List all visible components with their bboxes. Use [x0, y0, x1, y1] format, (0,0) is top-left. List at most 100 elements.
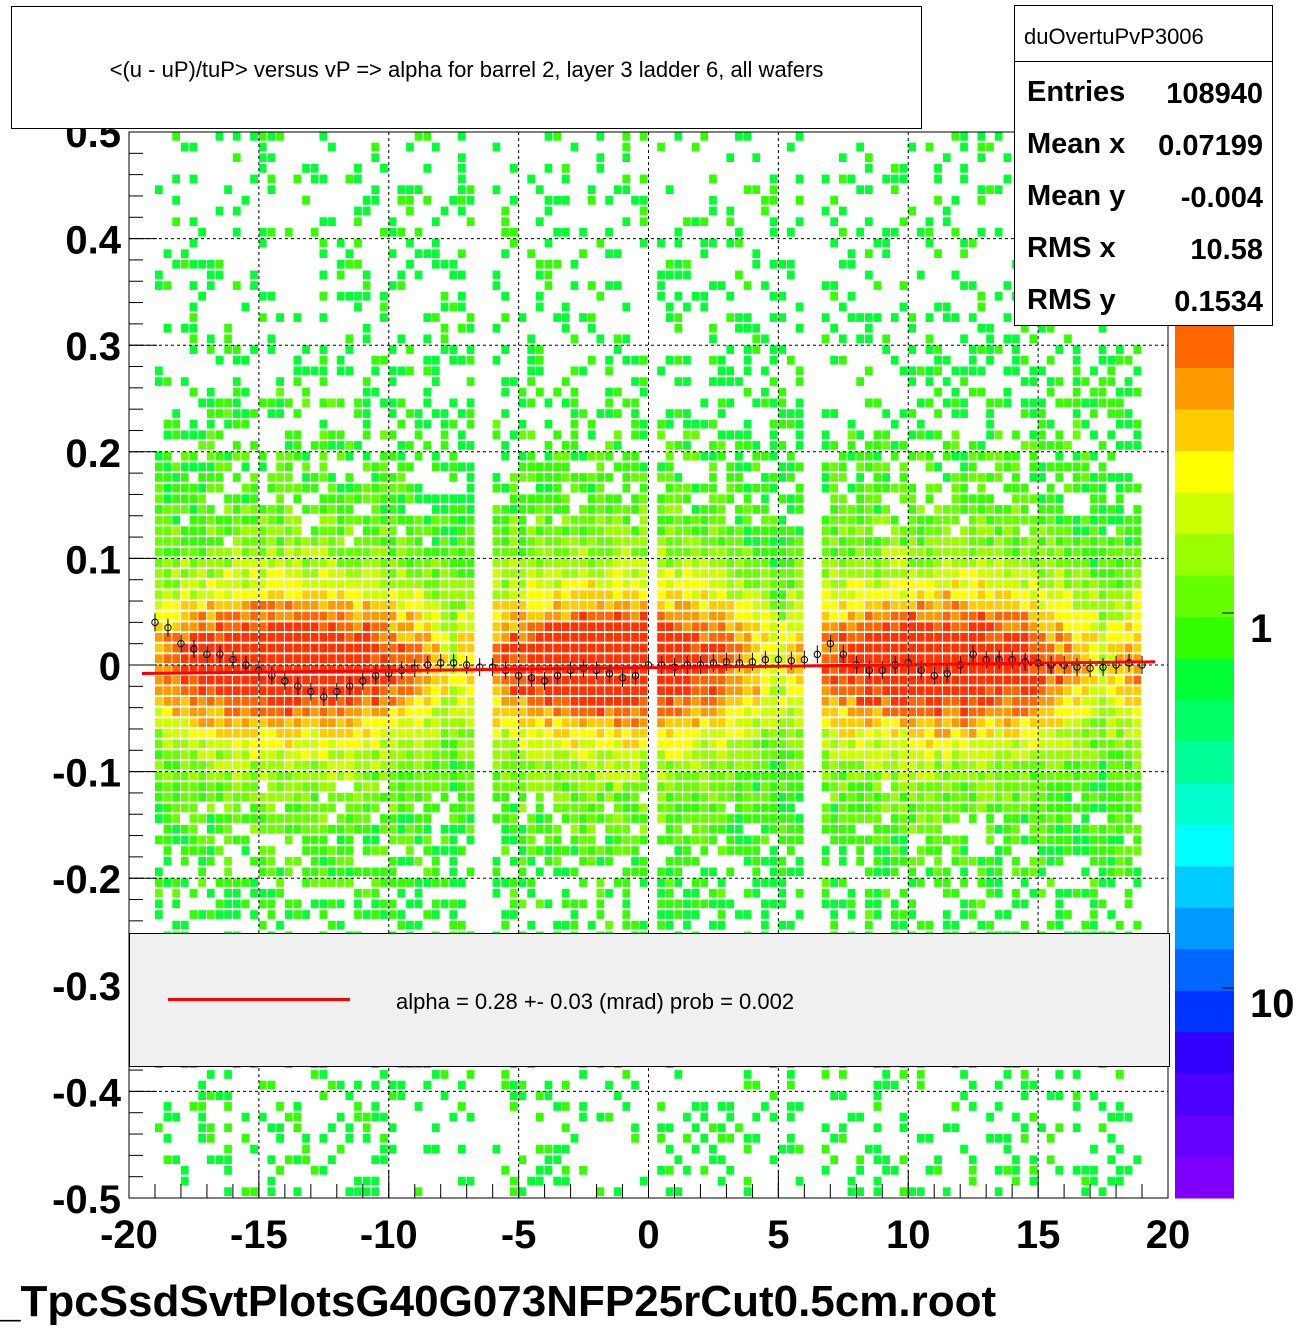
heatmap-cell	[501, 313, 509, 322]
heatmap-cell	[778, 515, 787, 525]
heatmap-cell	[155, 878, 163, 887]
heatmap-cell	[510, 164, 518, 173]
heatmap-cell	[189, 462, 198, 472]
heatmap-cell	[951, 451, 960, 461]
heatmap-cell	[674, 1070, 683, 1079]
heatmap-cell	[795, 888, 804, 898]
heatmap-cell	[432, 910, 440, 919]
heatmap-cell	[916, 430, 925, 440]
heatmap-cell	[908, 686, 916, 695]
heatmap-cell	[423, 707, 432, 717]
heatmap-cell	[354, 622, 362, 632]
heatmap-cell	[717, 814, 726, 823]
heatmap-cell	[388, 558, 397, 568]
heatmap-cell	[596, 409, 605, 418]
heatmap-cell	[380, 302, 388, 312]
heatmap-cell	[371, 633, 380, 642]
heatmap-cell	[960, 537, 968, 546]
heatmap-cell	[683, 419, 691, 429]
heatmap-cell	[232, 132, 241, 141]
heatmap-cell	[787, 419, 795, 429]
heatmap-cell	[388, 729, 397, 738]
heatmap-cell	[925, 846, 934, 855]
heatmap-cell	[977, 547, 986, 557]
heatmap-cell	[535, 867, 544, 877]
heatmap-cell	[319, 729, 328, 738]
heatmap-cell	[206, 750, 215, 759]
heatmap-cell	[250, 505, 258, 514]
heatmap-cell	[674, 824, 683, 834]
heatmap-cell	[761, 483, 769, 493]
heatmap-cell	[691, 1144, 700, 1154]
heatmap-cell	[787, 611, 795, 621]
heatmap-cell	[916, 1080, 925, 1090]
heatmap-cell	[232, 387, 241, 397]
heatmap-cell	[890, 686, 899, 695]
heatmap-cell	[172, 888, 180, 898]
heatmap-cell	[284, 601, 293, 610]
heatmap-cell	[795, 217, 804, 226]
heatmap-cell	[942, 888, 951, 898]
heatmap-cell	[570, 398, 579, 408]
heatmap-cell	[683, 558, 691, 568]
heatmap-cell	[899, 856, 908, 866]
heatmap-cell	[942, 558, 951, 568]
heatmap-cell	[189, 803, 198, 813]
heatmap-cell	[916, 878, 925, 887]
heatmap-cell	[163, 814, 172, 823]
heatmap-cell	[206, 835, 215, 845]
heatmap-cell	[570, 803, 579, 813]
heatmap-cell	[570, 611, 579, 621]
heatmap-cell	[180, 856, 189, 866]
heatmap-cell	[267, 867, 276, 877]
heatmap-cell	[587, 654, 596, 663]
heatmap-cell	[761, 856, 769, 866]
heatmap-cell	[189, 451, 198, 461]
heatmap-cell	[276, 782, 284, 791]
heatmap-cell	[267, 675, 276, 685]
heatmap-cell	[518, 686, 527, 695]
heatmap-cell	[839, 792, 847, 802]
heatmap-cell	[839, 750, 847, 759]
heatmap-cell	[778, 920, 787, 930]
heatmap-cell	[492, 888, 501, 898]
heatmap-cell	[717, 1176, 726, 1186]
heatmap-cell	[423, 579, 432, 589]
heatmap-cell	[362, 707, 371, 717]
heatmap-cell	[440, 462, 449, 472]
heatmap-cell	[735, 483, 743, 493]
heatmap-cell	[665, 537, 674, 546]
heatmap-cell	[951, 132, 960, 141]
heatmap-cell	[778, 398, 787, 408]
heatmap-cell	[527, 633, 535, 642]
heatmap-cell	[388, 686, 397, 695]
heatmap-cell	[717, 686, 726, 695]
heatmap-cell	[440, 622, 449, 632]
heatmap-cell	[440, 846, 449, 855]
heatmap-cell	[319, 846, 328, 855]
heatmap-cell	[709, 323, 717, 333]
heatmap-cell	[510, 729, 518, 738]
heatmap-cell	[613, 515, 622, 525]
heatmap-cell	[899, 526, 908, 536]
heatmap-cell	[856, 505, 864, 514]
heatmap-cell	[458, 633, 466, 642]
heatmap-cell	[752, 686, 761, 695]
heatmap-cell	[224, 686, 232, 695]
heatmap-cell	[172, 622, 180, 632]
heatmap-cell	[354, 217, 362, 226]
heatmap-cell	[406, 643, 414, 653]
heatmap-cell	[510, 579, 518, 589]
heatmap-cell	[380, 686, 388, 695]
heatmap-cell	[241, 760, 250, 770]
heatmap-cell	[406, 760, 414, 770]
heatmap-cell	[700, 665, 709, 674]
heatmap-cell	[380, 579, 388, 589]
heatmap-cell	[657, 1102, 665, 1111]
heatmap-cell	[345, 569, 354, 578]
heatmap-cell	[934, 771, 942, 781]
heatmap-cell	[371, 142, 380, 152]
heatmap-cell	[180, 249, 189, 258]
heatmap-cell	[942, 782, 951, 791]
heatmap-cell	[717, 633, 726, 642]
